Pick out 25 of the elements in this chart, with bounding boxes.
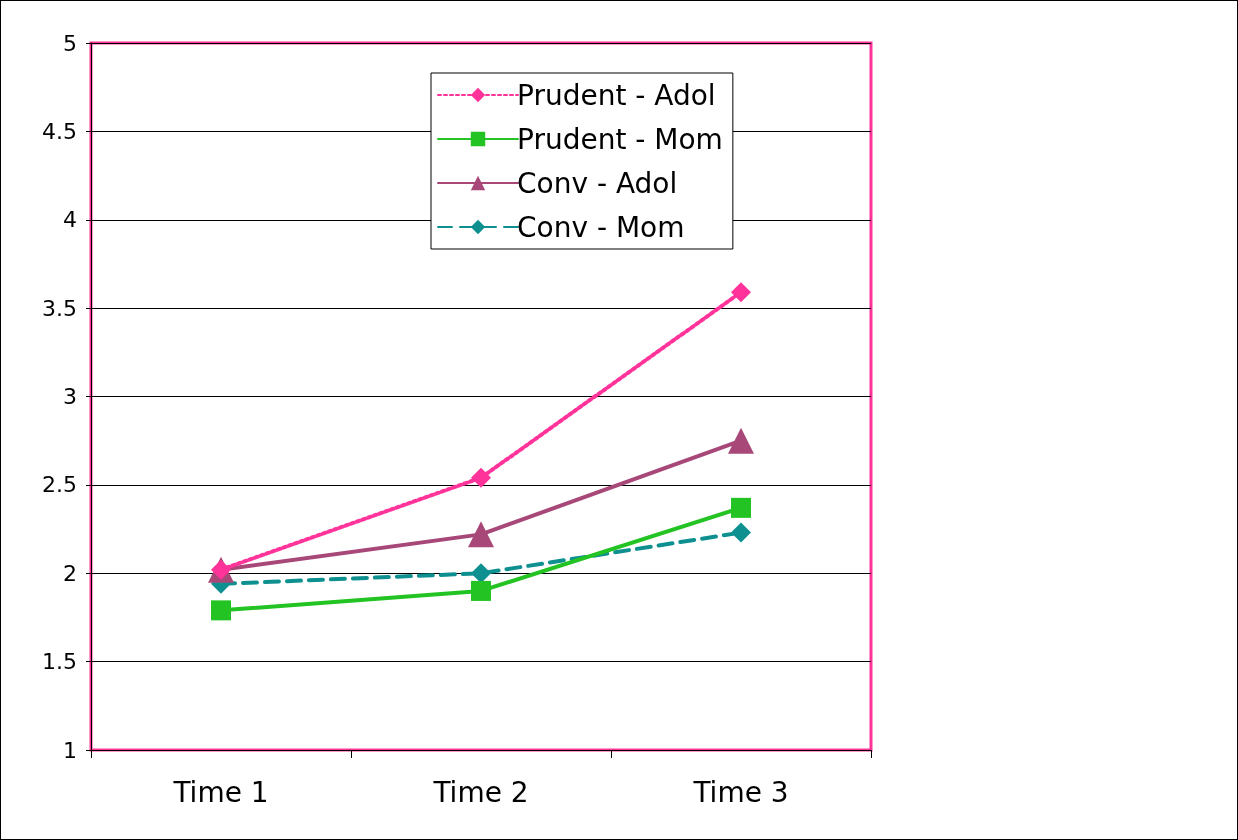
y-tick-label: 1 (63, 737, 77, 763)
point (731, 522, 751, 543)
y-tick-label: 3.5 (42, 295, 77, 321)
point (728, 427, 754, 454)
point (471, 563, 491, 584)
legend-label: Prudent - Mom (517, 122, 723, 156)
y-tick-label: 2 (63, 560, 77, 586)
point (471, 580, 491, 601)
point (471, 467, 491, 488)
point (731, 282, 751, 303)
y-tick-label: 4.5 (42, 118, 77, 144)
legend-label: Conv - Adol (517, 166, 678, 200)
legend-label: Conv - Mom (517, 210, 685, 244)
legend-label: Prudent - Adol (517, 78, 716, 112)
point (468, 521, 494, 548)
y-tick-label: 5 (63, 30, 77, 56)
x-tick-label: Time 2 (432, 775, 529, 809)
point (731, 497, 751, 518)
y-tick-label: 1.5 (42, 649, 77, 675)
y-tick-label: 3 (63, 384, 77, 409)
x-tick-label: Time 3 (692, 775, 789, 809)
y-tick-label: 4 (63, 207, 77, 233)
x-tick-label: Time 1 (172, 775, 269, 809)
point (211, 600, 231, 621)
y-tick-label: 2.5 (42, 472, 77, 498)
